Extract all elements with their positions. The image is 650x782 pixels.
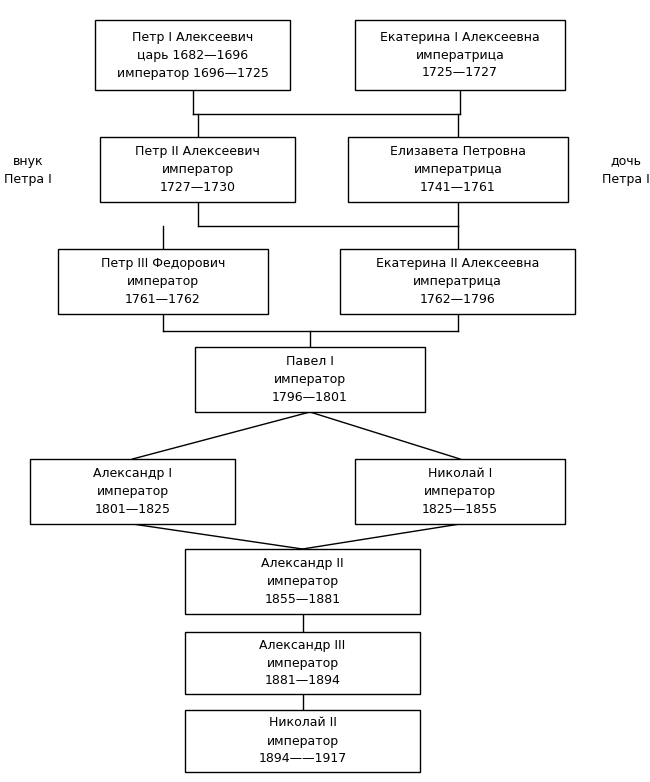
Text: Николай I
император
1825—1855: Николай I император 1825—1855	[422, 467, 498, 516]
FancyBboxPatch shape	[195, 347, 425, 412]
Text: внук
Петра I: внук Петра I	[4, 155, 52, 185]
Text: Павел I
император
1796—1801: Павел I император 1796—1801	[272, 355, 348, 404]
Text: Елизавета Петровна
императрица
1741—1761: Елизавета Петровна императрица 1741—1761	[390, 145, 526, 194]
FancyBboxPatch shape	[58, 249, 268, 314]
FancyBboxPatch shape	[100, 137, 295, 202]
FancyBboxPatch shape	[355, 459, 565, 524]
Text: Александр I
император
1801—1825: Александр I император 1801—1825	[93, 467, 172, 516]
Text: Петр II Алексеевич
император
1727—1730: Петр II Алексеевич император 1727—1730	[135, 145, 260, 194]
Text: Николай II
император
1894——1917: Николай II император 1894——1917	[259, 716, 346, 766]
Text: Петр I Алексеевич
царь 1682—1696
император 1696—1725: Петр I Алексеевич царь 1682—1696 императ…	[116, 30, 268, 80]
FancyBboxPatch shape	[340, 249, 575, 314]
Text: дочь
Петра I: дочь Петра I	[602, 155, 650, 185]
FancyBboxPatch shape	[355, 20, 565, 90]
FancyBboxPatch shape	[95, 20, 290, 90]
FancyBboxPatch shape	[30, 459, 235, 524]
Text: Екатерина I Алексеевна
императрица
1725—1727: Екатерина I Алексеевна императрица 1725—…	[380, 30, 540, 80]
FancyBboxPatch shape	[185, 549, 420, 614]
FancyBboxPatch shape	[185, 710, 420, 772]
FancyBboxPatch shape	[348, 137, 568, 202]
Text: Александр II
император
1855—1881: Александр II император 1855—1881	[261, 557, 344, 606]
Text: Петр III Федорович
император
1761—1762: Петр III Федорович император 1761—1762	[101, 257, 225, 306]
FancyBboxPatch shape	[185, 632, 420, 694]
Text: Екатерина II Алексеевна
императрица
1762—1796: Екатерина II Алексеевна императрица 1762…	[376, 257, 540, 306]
Text: Александр III
император
1881—1894: Александр III император 1881—1894	[259, 638, 346, 687]
